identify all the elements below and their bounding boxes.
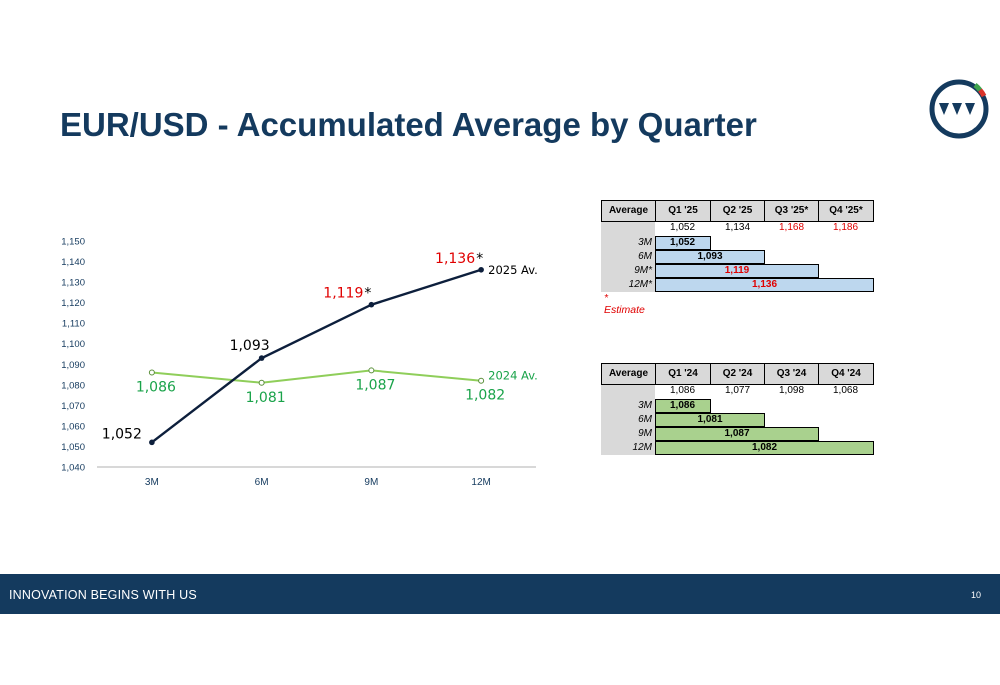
y-tick-label: 1,140 — [61, 257, 85, 268]
table-2024-row-12m-label: 12M — [601, 441, 655, 455]
y-tick-label: 1,040 — [61, 463, 85, 474]
table-2024-row-3m-label: 3M — [601, 399, 655, 413]
series-2025-point — [149, 439, 155, 446]
x-tick-label: 12M — [471, 477, 490, 488]
slide-title: EUR/USD - Accumulated Average by Quarter — [60, 106, 757, 143]
y-tick-label: 1,060 — [61, 421, 85, 432]
y-tick-label: 1,100 — [61, 339, 85, 350]
series-2025-data-label: 1,052 — [102, 426, 142, 442]
table-2025-corner: Average — [601, 200, 656, 222]
table-2024-row-9m-bar: 1,087 — [655, 427, 819, 441]
table-2025-q2-value: 1,134 — [724, 222, 751, 233]
table-2024-q4-value: 1,068 — [832, 385, 859, 396]
table-2024-row-6m-label: 6M — [601, 413, 655, 427]
y-tick-label: 1,120 — [61, 298, 85, 309]
table-2025-row-3m-value: 1,052 — [670, 237, 696, 248]
table-2024-col-q3: Q3 '24 — [764, 363, 819, 385]
series-2024-data-label: 1,086 — [136, 379, 176, 395]
series-2025-point — [368, 301, 375, 308]
table-2024-q2-value: 1,077 — [724, 385, 751, 396]
table-2024-row-6m-bar: 1,081 — [655, 413, 765, 427]
x-tick-label: 3M — [145, 477, 159, 488]
series-2025-data-label: 1,136 — [435, 251, 475, 267]
table-2025-blank — [601, 222, 655, 236]
table-2025-row-3m-label: 3M — [601, 236, 655, 250]
series-2024-point — [148, 369, 155, 376]
table-2024-row-3m-bar: 1,086 — [655, 399, 711, 413]
estimate-asterisk: * — [364, 286, 371, 302]
series-2025-data-label: 1,093 — [230, 338, 270, 354]
table-2025-row-3m-bar: 1,052 — [655, 236, 711, 250]
table-2024-q1-value: 1,086 — [669, 385, 696, 396]
table-2024-blank — [601, 385, 655, 399]
table-2024-col-q2: Q2 '24 — [710, 363, 765, 385]
company-logo-icon — [929, 79, 989, 139]
series-2024-point — [258, 379, 265, 386]
table-2025-row-9m-bar: 1,119 — [655, 264, 819, 278]
table-2024-q3-value: 1,098 — [778, 385, 805, 396]
series-2025-point — [258, 355, 265, 361]
series-2024-point — [478, 377, 485, 384]
series-2024-name: 2024 Av. — [488, 369, 538, 383]
table-2024-row-12m-value: 1,082 — [751, 442, 778, 453]
y-tick-label: 1,080 — [61, 380, 85, 391]
footer-tagline: INNOVATION BEGINS WITH US — [9, 588, 197, 602]
table-2024-row-9m-label: 9M — [601, 427, 655, 441]
series-2024-point — [368, 367, 375, 374]
table-2025-row-6m-value: 1,093 — [697, 251, 723, 262]
series-2024-data-label: 1,082 — [465, 388, 505, 404]
y-tick-label: 1,090 — [61, 360, 85, 371]
table-2024-col-q1: Q1 '24 — [655, 363, 711, 385]
series-2025-point — [478, 266, 484, 273]
table-2024-row-3m-value: 1,086 — [670, 400, 696, 411]
y-tick-label: 1,070 — [61, 401, 85, 412]
y-tick-label: 1,130 — [61, 278, 85, 289]
table-2024-col-q4: Q4 '24 — [818, 363, 874, 385]
table-2025-col-q1: Q1 '25 — [655, 200, 711, 222]
table-2025-row-9m-value: 1,119 — [724, 265, 750, 276]
x-tick-label: 6M — [255, 477, 269, 488]
table-2025-row-6m-label: 6M — [601, 250, 655, 264]
table-2025-row-12m-label: 12M* — [601, 278, 655, 292]
footer-bar: INNOVATION BEGINS WITH US 10 — [0, 574, 1000, 614]
table-2024-row-6m-value: 1,081 — [697, 414, 723, 425]
y-tick-label: 1,150 — [61, 237, 85, 248]
table-2025-q1-value: 1,052 — [669, 222, 696, 233]
series-2025-data-label: 1,119 — [323, 286, 363, 302]
table-2025-q3-value: 1,168 — [778, 222, 805, 233]
y-tick-label: 1,050 — [61, 442, 85, 453]
series-2024-line — [151, 369, 482, 384]
table-2025-row-9m-label: 9M* — [601, 264, 655, 278]
table-2025-col-q2: Q2 '25 — [710, 200, 765, 222]
x-tick-label: 9M — [364, 477, 378, 488]
table-2025-row-12m-bar: 1,136 — [655, 278, 874, 292]
table-2025-row-6m-bar: 1,093 — [655, 250, 765, 264]
table-2025-col-q4: Q4 '25* — [818, 200, 874, 222]
series-2025-name: 2025 Av. — [488, 263, 538, 277]
line-chart: 1,040 1,050 1,060 1,070 1,080 1,090 1,100 1,110… — [61, 237, 538, 489]
table-2025-col-q3: Q3 '25* — [764, 200, 819, 222]
y-tick-label: 1,110 — [62, 319, 85, 330]
table-2024-row-12m-bar: 1,082 — [655, 441, 874, 455]
series-2025-line — [151, 268, 482, 444]
table-2025-row-12m-value: 1,136 — [751, 279, 778, 290]
table-2025-q4-value: 1,186 — [832, 222, 859, 233]
series-2024-data-label: 1,081 — [246, 390, 286, 406]
table-2024-corner: Average — [601, 363, 656, 385]
estimate-asterisk: * — [476, 251, 483, 267]
page-number: 10 — [970, 590, 981, 600]
series-2024-data-label: 1,087 — [355, 377, 395, 393]
estimate-note: * Estimate — [604, 292, 645, 316]
table-2024-row-9m-value: 1,087 — [724, 428, 750, 439]
